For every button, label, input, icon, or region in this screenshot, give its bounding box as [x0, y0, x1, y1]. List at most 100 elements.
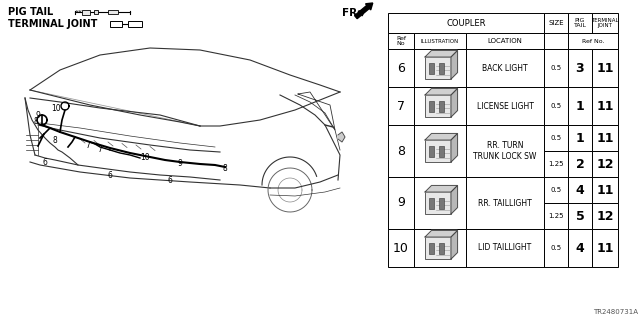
- Bar: [82, 10, 90, 14]
- Bar: [128, 21, 142, 27]
- Bar: [439, 146, 444, 156]
- Bar: [429, 62, 434, 74]
- Text: PIG TAIL: PIG TAIL: [8, 7, 53, 17]
- Polygon shape: [425, 89, 458, 95]
- Bar: [388, 125, 414, 177]
- Text: 8: 8: [397, 145, 405, 157]
- Bar: [592, 87, 618, 125]
- Text: 6: 6: [108, 171, 113, 180]
- Bar: [466, 177, 544, 229]
- Text: 4: 4: [575, 242, 584, 254]
- Bar: [568, 33, 618, 49]
- Bar: [592, 177, 618, 203]
- Polygon shape: [451, 186, 458, 214]
- Text: 1.25: 1.25: [548, 213, 564, 219]
- Bar: [94, 10, 98, 14]
- Text: 1.25: 1.25: [548, 161, 564, 167]
- Bar: [544, 177, 568, 203]
- Text: 7: 7: [86, 140, 90, 149]
- Bar: [414, 87, 466, 125]
- Text: 3: 3: [576, 61, 584, 75]
- Bar: [592, 229, 618, 267]
- Bar: [425, 192, 451, 214]
- Text: 0.5: 0.5: [550, 135, 561, 141]
- Text: 5: 5: [575, 210, 584, 222]
- Text: 8: 8: [34, 116, 38, 125]
- Polygon shape: [451, 51, 458, 79]
- Text: PIG
TAIL: PIG TAIL: [573, 18, 586, 28]
- Polygon shape: [451, 133, 458, 162]
- Bar: [568, 49, 592, 87]
- Bar: [568, 203, 592, 229]
- Bar: [544, 151, 568, 177]
- Text: 11: 11: [596, 100, 614, 113]
- Bar: [414, 49, 466, 87]
- Bar: [568, 87, 592, 125]
- Text: 9: 9: [177, 158, 182, 167]
- Bar: [429, 146, 434, 156]
- Bar: [592, 151, 618, 177]
- Bar: [108, 10, 118, 14]
- Bar: [388, 49, 414, 87]
- Bar: [388, 33, 414, 49]
- Bar: [388, 229, 414, 267]
- Text: 10: 10: [51, 103, 61, 113]
- Bar: [592, 203, 618, 229]
- Text: 0.5: 0.5: [550, 187, 561, 193]
- Bar: [544, 49, 568, 87]
- Text: 6: 6: [168, 175, 172, 185]
- Text: 6: 6: [43, 157, 47, 166]
- Text: 9: 9: [397, 196, 405, 210]
- Bar: [439, 100, 444, 111]
- Text: Ref
No: Ref No: [396, 36, 406, 46]
- Text: ILLUSTRATION: ILLUSTRATION: [421, 38, 459, 44]
- Bar: [544, 229, 568, 267]
- Bar: [388, 13, 544, 33]
- Bar: [466, 33, 544, 49]
- Bar: [544, 13, 568, 33]
- Polygon shape: [338, 132, 345, 142]
- Bar: [544, 87, 568, 125]
- Bar: [414, 33, 466, 49]
- Bar: [592, 13, 618, 33]
- Polygon shape: [451, 230, 458, 259]
- Text: LID TAILLIGHT: LID TAILLIGHT: [478, 244, 532, 252]
- Bar: [466, 87, 544, 125]
- Polygon shape: [425, 133, 458, 140]
- Text: SIZE: SIZE: [548, 20, 564, 26]
- Text: 4: 4: [575, 183, 584, 196]
- Bar: [388, 87, 414, 125]
- Text: 10: 10: [393, 242, 409, 254]
- Text: COUPLER: COUPLER: [446, 19, 486, 28]
- Text: 2: 2: [575, 157, 584, 171]
- Text: 8: 8: [52, 135, 58, 145]
- Text: 11: 11: [596, 183, 614, 196]
- Text: TR2480731A: TR2480731A: [593, 309, 638, 315]
- Text: 12: 12: [596, 157, 614, 171]
- Text: 11: 11: [596, 61, 614, 75]
- Bar: [425, 57, 451, 79]
- Bar: [388, 177, 414, 229]
- Text: RR. TURN
TRUNK LOCK SW: RR. TURN TRUNK LOCK SW: [474, 140, 537, 161]
- Text: 11: 11: [596, 242, 614, 254]
- Bar: [568, 125, 592, 151]
- Polygon shape: [425, 51, 458, 57]
- Bar: [414, 229, 466, 267]
- Bar: [429, 100, 434, 111]
- Bar: [429, 243, 434, 253]
- Text: LICENSE LIGHT: LICENSE LIGHT: [477, 101, 533, 110]
- Bar: [439, 197, 444, 209]
- Text: 10: 10: [140, 153, 150, 162]
- Bar: [568, 13, 592, 33]
- Bar: [466, 49, 544, 87]
- Polygon shape: [425, 230, 458, 237]
- Bar: [592, 125, 618, 151]
- Bar: [414, 177, 466, 229]
- Bar: [568, 151, 592, 177]
- Polygon shape: [425, 186, 458, 192]
- Text: 0.5: 0.5: [550, 65, 561, 71]
- Bar: [544, 33, 568, 49]
- Text: 11: 11: [596, 132, 614, 145]
- Bar: [429, 197, 434, 209]
- Text: 7: 7: [397, 100, 405, 113]
